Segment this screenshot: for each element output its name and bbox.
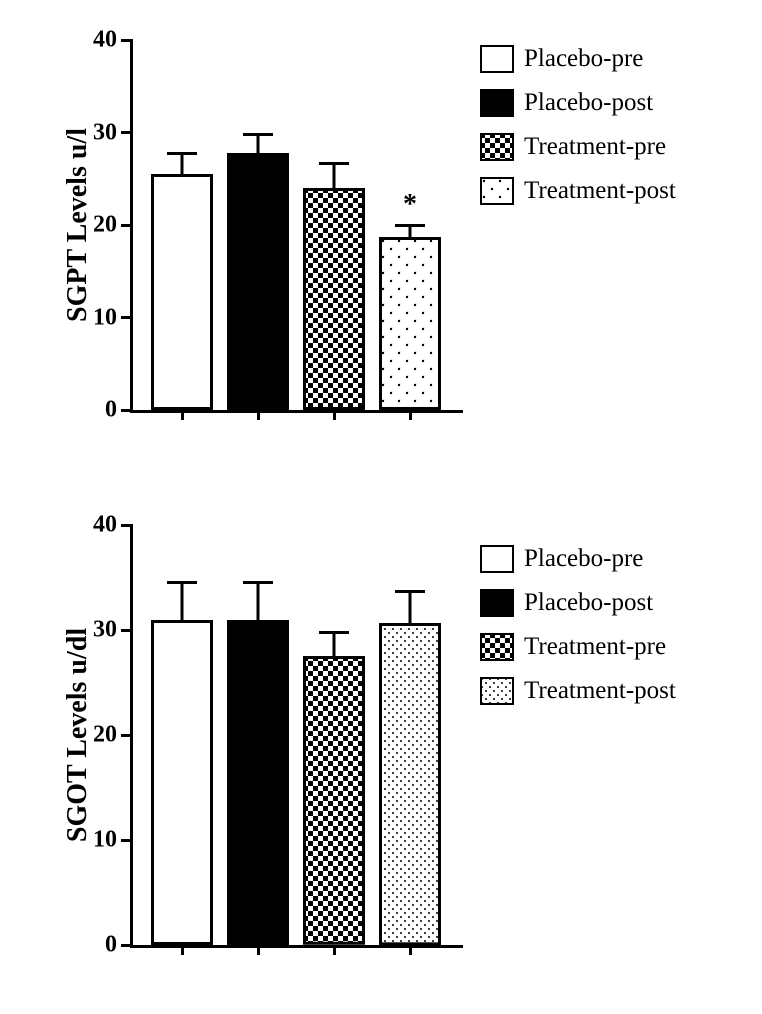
- legend-label: Treatment-pre: [524, 633, 666, 661]
- bar-rect: [379, 237, 441, 410]
- y-tick: [121, 131, 133, 134]
- sgot-bar-0: [151, 620, 213, 946]
- bar-rect: [151, 174, 213, 410]
- sgot-legend: Placebo-pre Placebo-post Treatment-pre Trea…: [480, 545, 676, 721]
- error-bar-stem: [257, 134, 260, 153]
- bar-rect: [303, 656, 365, 945]
- error-bar-stem: [181, 583, 184, 620]
- y-tick: [121, 629, 133, 632]
- legend-item: Treatment-post: [480, 677, 676, 705]
- legend-swatch: [480, 133, 514, 161]
- error-bar-cap: [243, 581, 273, 584]
- error-bar-cap: [167, 152, 197, 155]
- legend-swatch: [480, 677, 514, 705]
- significance-marker: *: [403, 189, 417, 221]
- legend-item: Placebo-pre: [480, 545, 676, 573]
- legend-label: Placebo-post: [524, 89, 653, 117]
- x-tick: [257, 410, 260, 420]
- legend-swatch: [480, 545, 514, 573]
- error-bar-stem: [409, 225, 412, 237]
- sgot-plot-area: 010203040: [130, 525, 463, 948]
- error-bar-stem: [409, 591, 412, 623]
- sgpt-plot-area: 010203040*: [130, 40, 463, 413]
- legend-label: Treatment-pre: [524, 133, 666, 161]
- error-bar-stem: [333, 164, 336, 188]
- y-tick: [121, 409, 133, 412]
- error-bar-cap: [243, 133, 273, 136]
- error-bar-cap: [167, 581, 197, 584]
- y-tick-label: 30: [93, 617, 117, 644]
- bar-rect: [303, 188, 365, 410]
- error-bar-stem: [181, 154, 184, 174]
- bar-rect: [227, 620, 289, 946]
- error-bar-cap: [395, 590, 425, 593]
- x-tick: [257, 945, 260, 955]
- y-tick-label: 30: [93, 119, 117, 146]
- sgpt-panel: 010203040*SGPT Levels u/lPlacebo-prePlac…: [30, 40, 730, 413]
- legend-item: Treatment-pre: [480, 133, 676, 161]
- x-tick: [333, 945, 336, 955]
- sgot-bar-3: [379, 623, 441, 945]
- bar-rect: [151, 620, 213, 946]
- error-bar-stem: [333, 632, 336, 656]
- y-tick: [121, 524, 133, 527]
- sgpt-y-axis-label: SGPT Levels u/l: [62, 40, 94, 410]
- error-bar-cap: [395, 224, 425, 227]
- y-tick: [121, 39, 133, 42]
- y-tick-label: 20: [93, 212, 117, 239]
- legend-swatch: [480, 45, 514, 73]
- error-bar-cap: [319, 631, 349, 634]
- y-tick-label: 40: [93, 27, 117, 54]
- legend-swatch: [480, 89, 514, 117]
- sgot-panel: 010203040SGOT Levels u/dlPlacebo-prePlac…: [30, 525, 730, 948]
- x-tick: [409, 410, 412, 420]
- legend-swatch: [480, 177, 514, 205]
- sgpt-legend: Placebo-pre Placebo-post Treatment-pre Trea…: [480, 45, 676, 221]
- x-tick: [333, 410, 336, 420]
- legend-swatch: [480, 589, 514, 617]
- y-tick: [121, 839, 133, 842]
- y-tick: [121, 734, 133, 737]
- legend-item: Placebo-pre: [480, 45, 676, 73]
- legend-item: Placebo-post: [480, 89, 676, 117]
- legend-label: Placebo-pre: [524, 545, 643, 573]
- y-tick: [121, 316, 133, 319]
- y-tick-label: 10: [93, 827, 117, 854]
- sgpt-bar-3: *: [379, 237, 441, 410]
- legend-item: Treatment-post: [480, 177, 676, 205]
- bar-rect: [379, 623, 441, 945]
- y-tick: [121, 224, 133, 227]
- legend-item: Treatment-pre: [480, 633, 676, 661]
- sgot-bar-2: [303, 656, 365, 945]
- y-tick-label: 40: [93, 512, 117, 539]
- y-tick: [121, 944, 133, 947]
- x-tick: [181, 945, 184, 955]
- y-tick-label: 10: [93, 304, 117, 331]
- legend-swatch: [480, 633, 514, 661]
- y-tick-label: 0: [105, 932, 117, 959]
- sgot-y-axis-label: SGOT Levels u/dl: [62, 525, 94, 945]
- legend-label: Placebo-post: [524, 589, 653, 617]
- legend-label: Treatment-post: [524, 677, 676, 705]
- y-tick-label: 0: [105, 397, 117, 424]
- y-tick-label: 20: [93, 722, 117, 749]
- bar-rect: [227, 153, 289, 410]
- error-bar-stem: [257, 583, 260, 620]
- x-tick: [409, 945, 412, 955]
- sgpt-bar-0: [151, 174, 213, 410]
- x-tick: [181, 410, 184, 420]
- error-bar-cap: [319, 162, 349, 165]
- sgot-bar-1: [227, 620, 289, 946]
- sgpt-bar-2: [303, 188, 365, 410]
- legend-label: Treatment-post: [524, 177, 676, 205]
- sgpt-bar-1: [227, 153, 289, 410]
- legend-label: Placebo-pre: [524, 45, 643, 73]
- legend-item: Placebo-post: [480, 589, 676, 617]
